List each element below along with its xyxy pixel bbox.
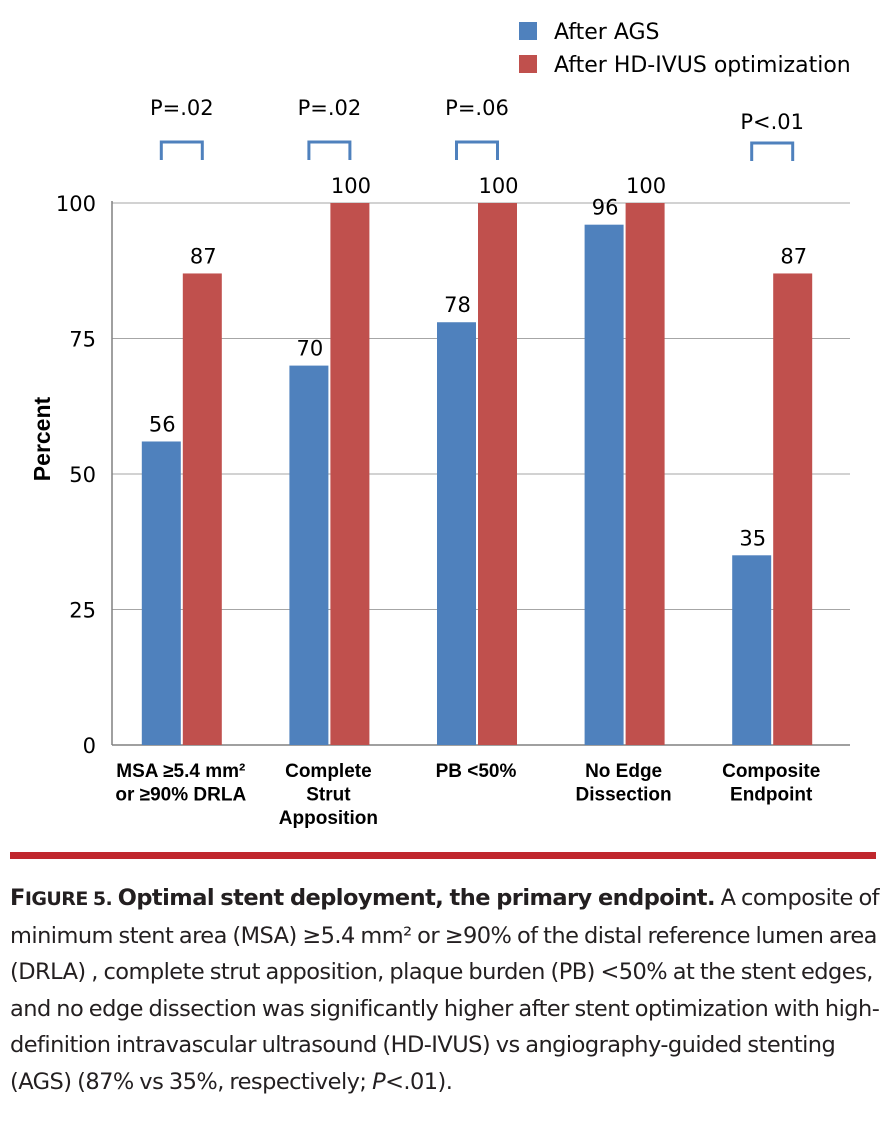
x-tick-label: Composite bbox=[722, 761, 820, 782]
data-label: 100 bbox=[478, 174, 518, 198]
legend-swatch-hdivus bbox=[519, 55, 537, 73]
bar-ags-2 bbox=[437, 322, 476, 745]
significance-bracket bbox=[159, 140, 204, 160]
data-label: 87 bbox=[190, 244, 217, 268]
caption-divider bbox=[10, 852, 876, 859]
x-tick-label: Strut bbox=[306, 785, 351, 806]
caption-body-end: <.01). bbox=[385, 1068, 453, 1095]
significance-bracket bbox=[455, 140, 499, 160]
bar-hdivus-2 bbox=[478, 203, 517, 745]
data-label: 100 bbox=[626, 174, 666, 198]
data-label: 56 bbox=[149, 412, 176, 436]
y-axis-label: Percent bbox=[29, 396, 55, 481]
x-tick-label: Endpoint bbox=[730, 785, 813, 806]
x-tick-label: Complete bbox=[285, 761, 372, 782]
x-tick-label: MSA ≥5.4 mm² bbox=[116, 761, 245, 782]
legend-swatch-ags bbox=[519, 22, 537, 40]
bar-hdivus-3 bbox=[625, 203, 665, 745]
y-tick-label: 100 bbox=[56, 192, 96, 216]
y-tick-label: 75 bbox=[69, 328, 96, 352]
data-label: 35 bbox=[739, 526, 766, 550]
figure-title: Optimal stent deployment, the primary en… bbox=[117, 885, 716, 911]
data-label: 96 bbox=[592, 196, 619, 220]
x-tick-label: PB <50% bbox=[436, 761, 517, 782]
bar-ags-4 bbox=[732, 555, 772, 745]
caption-p-italic: P bbox=[372, 1068, 386, 1095]
p-value-label: P<.01 bbox=[740, 110, 804, 134]
y-tick-label: 50 bbox=[69, 463, 96, 487]
significance-bracket bbox=[307, 140, 352, 160]
data-label: 78 bbox=[444, 293, 471, 317]
bar-ags-1 bbox=[289, 365, 329, 745]
bar-hdivus-0 bbox=[182, 273, 222, 745]
figure-caption: FIGURE 5. Optimal stent deployment, the … bbox=[10, 880, 880, 1100]
chart: 0 25 50 75 100 Percent 56 87 MSA ≥5.4 mm² or ≥90%… bbox=[29, 20, 851, 829]
legend-label: After HD-IVUS optimization bbox=[554, 53, 851, 78]
bar-hdivus-1 bbox=[330, 203, 370, 745]
y-tick-label: 0 bbox=[83, 734, 96, 758]
x-tick-label: Dissection bbox=[576, 785, 672, 806]
caption-body: A composite of minimum stent area (MSA) … bbox=[10, 885, 880, 1095]
y-tick-label: 25 bbox=[69, 599, 96, 623]
data-label: 87 bbox=[780, 244, 807, 268]
data-label: 100 bbox=[331, 174, 371, 198]
significance-bracket bbox=[750, 141, 795, 161]
figure-label: FIGURE 5. bbox=[10, 885, 113, 911]
bar-chart-svg: 0 25 50 75 100 Percent 56 87 MSA ≥5.4 mm² or ≥90%… bbox=[29, 20, 851, 829]
x-tick-label: Apposition bbox=[279, 808, 378, 829]
bar-ags-0 bbox=[141, 441, 181, 745]
p-value-label: P=.02 bbox=[150, 96, 214, 120]
x-tick-label: or ≥90% DRLA bbox=[115, 785, 246, 806]
x-tick-label: No Edge bbox=[585, 761, 662, 782]
data-label: 70 bbox=[297, 337, 324, 361]
p-value-label: P=.06 bbox=[445, 96, 509, 120]
bar-ags-3 bbox=[584, 224, 624, 745]
p-value-label: P=.02 bbox=[298, 96, 362, 120]
legend-label: After AGS bbox=[554, 20, 660, 45]
bar-hdivus-4 bbox=[773, 273, 813, 745]
